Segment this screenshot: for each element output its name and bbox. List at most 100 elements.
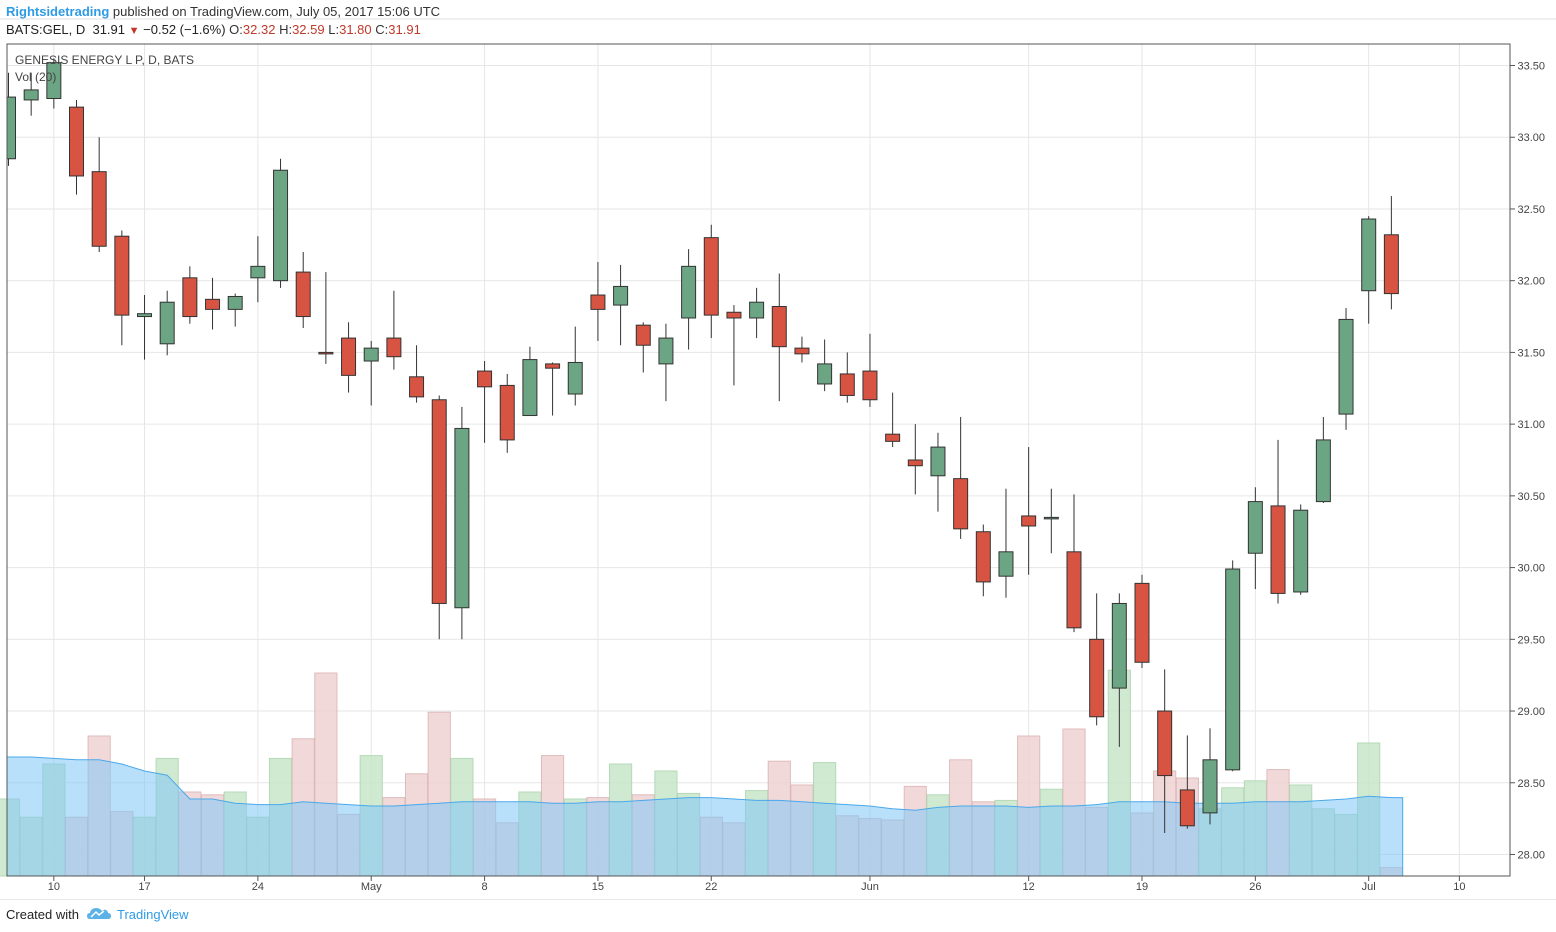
candle-up bbox=[658, 337, 674, 365]
low-value: 31.80 bbox=[339, 22, 372, 37]
candle bbox=[839, 352, 855, 403]
candle-up bbox=[454, 427, 470, 609]
candle-up bbox=[1247, 501, 1263, 554]
candle bbox=[522, 346, 538, 417]
candle-down bbox=[1383, 234, 1399, 295]
candle bbox=[1338, 307, 1354, 430]
high-value: 32.59 bbox=[292, 22, 325, 37]
candle-down bbox=[1066, 551, 1082, 629]
candle-down bbox=[907, 459, 923, 467]
open-value: 32.32 bbox=[242, 22, 276, 37]
x-tick-label: Jun bbox=[861, 881, 879, 893]
candle bbox=[1111, 593, 1127, 747]
y-tick-label: 32.00 bbox=[1517, 276, 1545, 288]
x-tick-label: May bbox=[361, 881, 382, 893]
candle bbox=[907, 424, 923, 495]
candle-up bbox=[930, 446, 946, 477]
y-tick-label: 29.00 bbox=[1517, 706, 1545, 718]
candle bbox=[635, 322, 651, 373]
candle bbox=[1043, 488, 1059, 554]
low-label: L: bbox=[328, 22, 340, 37]
candle bbox=[69, 99, 85, 195]
candle-down bbox=[545, 363, 561, 369]
candle bbox=[295, 252, 311, 329]
candle bbox=[771, 273, 787, 402]
candle-up bbox=[1338, 318, 1354, 415]
x-tick-label: 12 bbox=[1023, 881, 1035, 893]
candle-down bbox=[839, 373, 855, 396]
publish-info: Rightsidetrading published on TradingVie… bbox=[6, 4, 440, 19]
candle bbox=[6, 72, 16, 166]
candle bbox=[318, 272, 334, 364]
candle bbox=[1179, 735, 1195, 829]
close-value: 31.91 bbox=[388, 22, 421, 37]
candle-down bbox=[409, 376, 425, 398]
candle-down bbox=[114, 235, 130, 316]
candle bbox=[409, 345, 425, 403]
candle bbox=[159, 290, 175, 356]
y-tick-label: 31.00 bbox=[1517, 419, 1545, 431]
tradingview-link[interactable]: TradingView bbox=[116, 907, 189, 922]
candle bbox=[930, 432, 946, 512]
candle bbox=[1089, 593, 1105, 726]
candle bbox=[1247, 487, 1263, 590]
y-tick-label: 33.00 bbox=[1517, 132, 1545, 144]
candle-down bbox=[885, 433, 901, 442]
grid-lines bbox=[7, 44, 1510, 876]
published-text: published on TradingView.com, July 05, 2… bbox=[112, 4, 441, 19]
candle bbox=[431, 395, 447, 640]
x-tick-label: 10 bbox=[1453, 881, 1465, 893]
tradingview-cloud-icon[interactable] bbox=[86, 906, 111, 923]
candle bbox=[182, 266, 198, 324]
candle-up bbox=[227, 295, 243, 310]
candle bbox=[862, 333, 878, 407]
candlestick-chart[interactable]: 28.00 28.50 29.00 29.50 30.00 30.50 31.00 31.50… bbox=[0, 0, 1556, 900]
x-tick-label: 26 bbox=[1249, 881, 1261, 893]
candle bbox=[590, 262, 606, 341]
y-tick-label: 29.50 bbox=[1517, 634, 1545, 646]
candle-up bbox=[1361, 218, 1377, 292]
candle-up bbox=[6, 96, 16, 160]
candle bbox=[386, 290, 402, 370]
candle-up bbox=[363, 347, 379, 362]
candle-down bbox=[431, 399, 447, 604]
author-link[interactable]: Rightsidetrading bbox=[6, 4, 110, 19]
candle bbox=[817, 339, 833, 392]
candle-down bbox=[477, 370, 493, 388]
price-candles bbox=[6, 58, 1399, 833]
candle-down bbox=[386, 337, 402, 358]
candle bbox=[46, 58, 62, 109]
candle bbox=[658, 323, 674, 402]
candle-up bbox=[159, 301, 175, 345]
candle bbox=[1383, 196, 1399, 310]
candle bbox=[363, 340, 379, 406]
candle-up bbox=[1043, 516, 1059, 520]
candle-up bbox=[1315, 439, 1331, 503]
y-tick-label: 33.50 bbox=[1517, 61, 1545, 73]
candle bbox=[885, 392, 901, 448]
candle bbox=[1225, 560, 1241, 772]
candle-down bbox=[635, 324, 651, 346]
candle bbox=[1157, 669, 1173, 833]
legend-title: GENESIS ENERGY L P, D, BATS bbox=[15, 53, 194, 67]
open-label: O: bbox=[229, 22, 243, 37]
y-tick-label: 28.50 bbox=[1517, 778, 1545, 790]
legend-volume-indicator: Vol (20) bbox=[15, 70, 56, 84]
candle-down bbox=[295, 271, 311, 318]
candle bbox=[477, 361, 493, 443]
x-tick-label: 17 bbox=[138, 881, 150, 893]
symbol-quote-line: BATS:GEL, D 31.91 ▼ −0.52 (−1.6%) O:32.3… bbox=[6, 22, 421, 37]
candle bbox=[1315, 416, 1331, 504]
candle bbox=[1270, 439, 1286, 604]
candle-down bbox=[953, 478, 969, 530]
candle-down bbox=[862, 370, 878, 401]
candle-down bbox=[975, 531, 991, 583]
price-change: −0.52 (−1.6%) bbox=[143, 22, 226, 37]
candle bbox=[250, 236, 266, 303]
candle bbox=[273, 158, 289, 288]
candle-down bbox=[726, 311, 742, 319]
candle-up bbox=[1202, 759, 1218, 814]
candle bbox=[137, 295, 153, 360]
candle bbox=[23, 72, 39, 116]
y-tick-label: 32.50 bbox=[1517, 204, 1545, 216]
